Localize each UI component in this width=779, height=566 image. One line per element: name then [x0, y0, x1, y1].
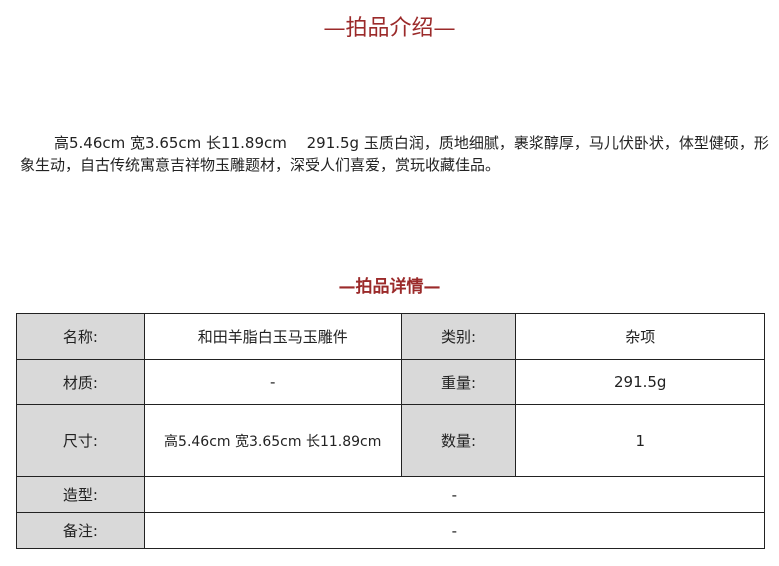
details-title: —拍品详情— [338, 277, 441, 297]
category-value[interactable]: 杂项 [515, 313, 765, 360]
shape-label: 造型: [16, 476, 145, 513]
quantity-value[interactable]: 1 [515, 404, 765, 477]
weight-value[interactable]: 291.5g [515, 359, 765, 405]
details-table: 名称: 和田羊脂白玉马玉雕件 类别: 杂项 材质: - 重量: 291.5g 尺… [16, 313, 766, 549]
name-value[interactable]: 和田羊脂白玉马玉雕件 [143, 313, 402, 360]
material-value[interactable]: - [143, 359, 402, 405]
material-label: 材质: [16, 359, 145, 405]
remark-value[interactable]: - [143, 512, 766, 549]
size-value[interactable]: 高5.46cm 宽3.65cm 长11.89cm [143, 404, 402, 477]
name-label: 名称: [16, 313, 145, 360]
weight-label: 重量: [400, 359, 517, 405]
table-row: 备注: - [16, 512, 766, 549]
table-row: 名称: 和田羊脂白玉马玉雕件 类别: 杂项 [16, 313, 765, 360]
category-label: 类别: [400, 313, 517, 360]
size-label: 尺寸: [16, 404, 145, 477]
table-row: 材质: - 重量: 291.5g [16, 359, 765, 405]
intro-title: —拍品介绍— [323, 16, 456, 41]
remark-label: 备注: [16, 512, 145, 549]
table-row: 尺寸: 高5.46cm 宽3.65cm 长11.89cm 数量: 1 [16, 404, 765, 477]
table-row: 造型: - [16, 476, 766, 513]
quantity-label: 数量: [400, 404, 517, 477]
intro-description: 高5.46cm 宽3.65cm 长11.89cm 291.5g 玉质白润，质地细… [20, 134, 769, 174]
shape-value[interactable]: - [143, 476, 766, 513]
